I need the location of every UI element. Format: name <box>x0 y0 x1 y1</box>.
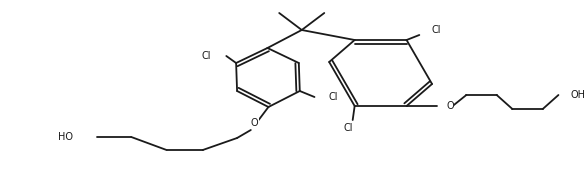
Text: Cl: Cl <box>201 51 210 61</box>
Text: HO: HO <box>59 132 73 142</box>
Text: OH: OH <box>570 90 585 100</box>
Text: O: O <box>447 101 454 111</box>
Text: Cl: Cl <box>343 123 353 133</box>
Text: O: O <box>251 118 258 128</box>
Text: Cl: Cl <box>328 92 338 102</box>
Text: Cl: Cl <box>431 25 441 35</box>
